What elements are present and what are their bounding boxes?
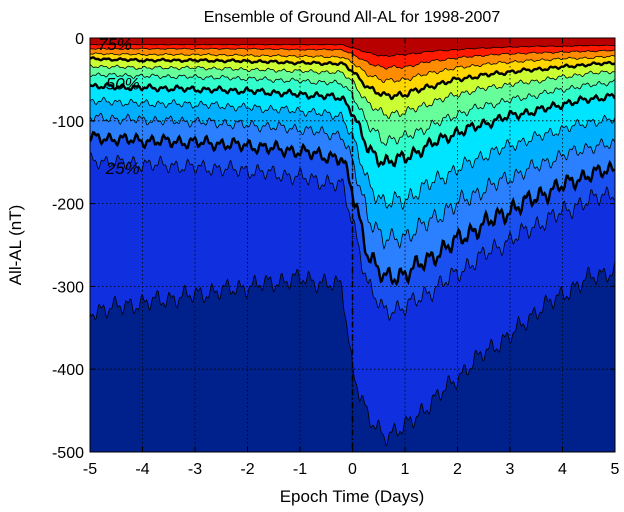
percentile-annotation: 25%	[105, 159, 140, 178]
percentile-annotation: 50%	[106, 75, 140, 94]
y-tick-label: -500	[52, 445, 84, 462]
x-tick-label: 4	[558, 461, 567, 478]
chart-title: Ensemble of Ground All-AL for 1998-2007	[204, 9, 501, 26]
y-tick-label: -400	[52, 362, 84, 379]
x-tick-label: -1	[293, 461, 307, 478]
y-axis-label: All-AL (nT)	[6, 205, 25, 286]
y-tick-label: 0	[75, 31, 84, 48]
x-tick-label: 2	[453, 461, 462, 478]
x-tick-label: -4	[135, 461, 149, 478]
percentile-annotation: 75%	[98, 35, 132, 54]
axis-ticks: -5 -4 -3 -2 -1 0 1 2 3 4 5 0 -100 -200 -300 -400 -500	[52, 31, 620, 478]
x-tick-label: 5	[611, 461, 620, 478]
x-tick-label: -5	[83, 461, 97, 478]
x-tick-label: -3	[188, 461, 202, 478]
percentile-annotations: 75% 50% 25%	[98, 35, 140, 178]
y-tick-label: -100	[52, 114, 84, 131]
x-axis-label: Epoch Time (Days)	[280, 487, 425, 506]
x-tick-label: 0	[348, 461, 357, 478]
grid-lines	[90, 38, 615, 452]
x-tick-label: 1	[401, 461, 410, 478]
y-tick-label: -200	[52, 197, 84, 214]
y-tick-label: -300	[52, 279, 84, 296]
x-tick-label: 3	[506, 461, 515, 478]
contour-bold-p75	[90, 56, 615, 101]
contour-p20	[90, 152, 615, 322]
x-tick-label: -2	[240, 461, 254, 478]
